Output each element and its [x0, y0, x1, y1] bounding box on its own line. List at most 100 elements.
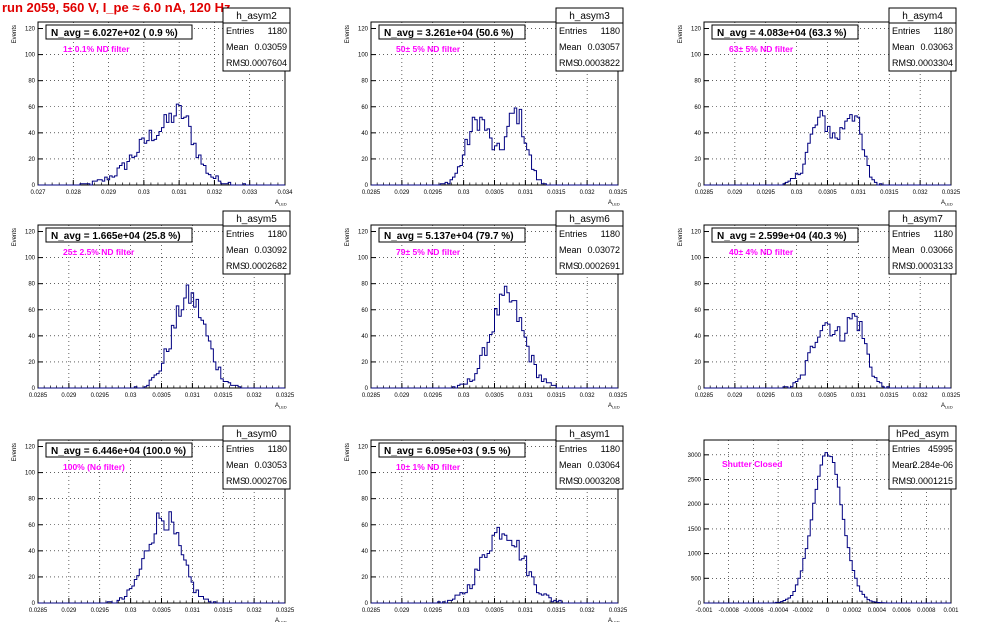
x-tick-label: 0.034	[277, 190, 293, 196]
x-tick-label: 0.0325	[276, 393, 295, 399]
y-tick-label: 20	[361, 575, 368, 581]
x-tick-label: 0.0315	[547, 190, 566, 196]
panel-h_asym6: 0.0285 0.029 0.0295 0.03 0.0305 0.031 0.0315 0.…	[345, 210, 628, 410]
x-tick-label: 0.0315	[214, 608, 233, 614]
histogram-series	[371, 526, 618, 604]
x-axis-label: ALED	[608, 403, 620, 410]
filter-label: Shutter Closed	[722, 459, 782, 469]
y-tick-label: 0	[32, 386, 36, 392]
navg-box	[711, 227, 859, 243]
stats-title: h_asym1	[569, 429, 610, 440]
stats-box	[888, 225, 957, 275]
stats-title: h_asym2	[236, 11, 277, 22]
y-tick-label: 80	[694, 282, 701, 288]
x-axis-label-sub: LED	[279, 405, 287, 410]
stats-value: 0.03057	[587, 42, 620, 52]
x-tick-label: 0.032	[580, 393, 596, 399]
stats-box	[222, 225, 291, 275]
y-tick-label: 100	[25, 53, 36, 59]
stats-key: Mean	[226, 42, 249, 52]
x-tick-label: 0.029	[394, 190, 410, 196]
run-title: run 2059, 560 V, I_pe ≈ 6.0 nA, 120 Hz	[2, 0, 231, 15]
navg-label: N_avg = 1.665e+04 (25.8 %)	[51, 231, 181, 242]
stats-key: Mean	[559, 42, 582, 52]
stats-value: 1180	[268, 444, 287, 454]
x-tick-label: 0.0006	[892, 608, 911, 614]
y-tick-label: 120	[691, 230, 702, 236]
stats-value: 0.03059	[254, 42, 287, 52]
y-axis-label: Events	[678, 25, 684, 43]
y-tick-label: 100	[358, 53, 369, 59]
panel-h_asym7: 0.0285 0.029 0.0295 0.03 0.0305 0.031 0.0315 0.…	[678, 210, 961, 410]
panel-h_asym1: 0.0285 0.029 0.0295 0.03 0.0305 0.031 0.0315 0.…	[345, 425, 628, 622]
x-axis-label: ALED	[608, 618, 620, 622]
stats-key: Mean	[559, 460, 582, 470]
navg-box	[45, 442, 193, 458]
x-axis-label: ALED	[275, 403, 287, 410]
stats-key: Mean	[559, 245, 582, 255]
stats-value: 1180	[268, 229, 287, 239]
filter-label: 25± 2.5% ND filter	[63, 247, 135, 257]
y-tick-label: 100	[358, 471, 369, 477]
y-tick-label: 0	[365, 386, 369, 392]
filter-label: 40± 4% ND filter	[729, 247, 794, 257]
y-tick-label: 3000	[688, 453, 702, 459]
panel-hPed_asym: -0.001 -0.0008 -0.0006 -0.0004 -0.0002 0 0.000…	[688, 425, 959, 614]
x-tick-label: 0.03	[458, 190, 470, 196]
y-tick-label: 20	[28, 157, 35, 163]
y-tick-label: 80	[361, 497, 368, 503]
x-tick-label: 0.0325	[276, 608, 295, 614]
stats-title: h_asym7	[902, 214, 943, 225]
y-tick-label: 40	[361, 549, 368, 555]
histogram-series	[371, 285, 618, 389]
stats-key: Mean	[892, 42, 915, 52]
navg-label: N_avg = 2.599e+04 (40.3 %)	[717, 231, 847, 242]
y-tick-label: 1000	[688, 552, 702, 558]
stats-key: Entries	[892, 26, 921, 36]
stats-value: 0.0003208	[577, 476, 620, 486]
x-tick-label: 0.0315	[880, 393, 899, 399]
x-tick-label: 0.0305	[485, 393, 504, 399]
x-tick-label: 0.029	[61, 393, 77, 399]
y-tick-label: 40	[361, 131, 368, 137]
stats-key: RMS	[226, 261, 246, 271]
stats-key: Entries	[892, 229, 921, 239]
stats-value: 2.284e-06	[912, 460, 953, 470]
x-tick-label: 0	[826, 608, 830, 614]
x-tick-label: 0.032	[247, 393, 263, 399]
x-tick-label: 0.03	[458, 608, 470, 614]
y-tick-label: 2000	[688, 502, 702, 508]
histogram-series	[38, 103, 285, 186]
y-tick-label: 20	[28, 360, 35, 366]
histogram-series	[704, 313, 951, 389]
stats-key: RMS	[559, 58, 579, 68]
panel-h_asym5: 0.0285 0.029 0.0295 0.03 0.0305 0.031 0.0315 0.…	[12, 210, 295, 410]
x-tick-label: 0.03	[791, 190, 803, 196]
x-axis-label: ALED	[275, 200, 287, 207]
x-tick-label: 0.029	[61, 608, 77, 614]
stats-value: 1180	[601, 444, 620, 454]
x-tick-label: 0.0305	[818, 393, 837, 399]
y-tick-label: 120	[358, 27, 369, 33]
x-tick-label: 0.0315	[547, 393, 566, 399]
y-tick-label: 80	[361, 79, 368, 85]
x-tick-label: 0.0285	[695, 190, 714, 196]
x-tick-label: 0.029	[727, 393, 743, 399]
stats-value: 0.0003133	[910, 261, 953, 271]
y-tick-label: 40	[694, 131, 701, 137]
stats-key: Entries	[226, 229, 255, 239]
navg-label: N_avg = 3.261e+04 (50.6 %)	[384, 28, 514, 39]
x-tick-label: 0.031	[518, 190, 534, 196]
x-tick-label: 0.0315	[547, 608, 566, 614]
x-tick-label: -0.0004	[768, 608, 789, 614]
stats-value: 45995	[928, 444, 953, 454]
y-tick-label: 500	[691, 576, 702, 582]
panel-h_asym0: 0.0285 0.029 0.0295 0.03 0.0305 0.031 0.0315 0.…	[12, 425, 295, 622]
x-axis-label-sub: LED	[612, 620, 620, 622]
y-tick-label: 60	[361, 308, 368, 314]
stats-box	[222, 440, 291, 490]
x-tick-label: 0.0295	[757, 190, 776, 196]
x-tick-label: 0.031	[185, 393, 201, 399]
histogram-series	[371, 107, 618, 186]
